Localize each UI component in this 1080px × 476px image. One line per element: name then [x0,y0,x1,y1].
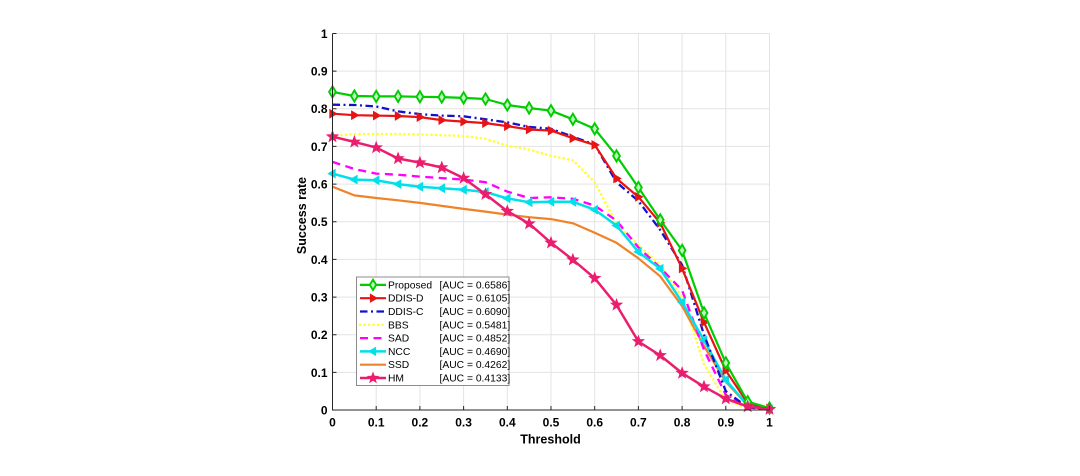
svg-text:Proposed: Proposed [388,280,432,291]
svg-text:0.9: 0.9 [717,416,734,430]
svg-text:SSD: SSD [388,360,409,371]
svg-text:0.2: 0.2 [311,328,328,342]
svg-text:[AUC = 0.4690]: [AUC = 0.4690] [440,347,511,358]
svg-text:0.1: 0.1 [368,416,385,430]
svg-text:0.7: 0.7 [311,140,328,154]
svg-text:SAD: SAD [388,334,409,345]
svg-text:1: 1 [766,416,773,430]
svg-text:0.5: 0.5 [543,416,560,430]
svg-text:Success rate: Success rate [295,177,309,254]
svg-text:[AUC = 0.6105]: [AUC = 0.6105] [440,294,511,305]
svg-text:0: 0 [321,403,328,417]
svg-text:HM: HM [388,374,404,385]
svg-text:BBS: BBS [388,320,409,331]
svg-text:0.4: 0.4 [499,416,516,430]
svg-text:0.1: 0.1 [311,366,328,380]
svg-text:0.6: 0.6 [311,178,328,192]
svg-text:0.3: 0.3 [311,290,328,304]
svg-text:Threshold: Threshold [520,433,580,447]
svg-text:DDIS-C: DDIS-C [388,307,424,318]
svg-text:0.7: 0.7 [630,416,647,430]
svg-text:[AUC = 0.5481]: [AUC = 0.5481] [440,320,511,331]
svg-text:0.8: 0.8 [311,102,328,116]
svg-text:0.2: 0.2 [412,416,429,430]
svg-text:[AUC = 0.6090]: [AUC = 0.6090] [440,307,511,318]
svg-text:[AUC = 0.4852]: [AUC = 0.4852] [440,334,511,345]
svg-text:0: 0 [329,416,336,430]
svg-text:0.9: 0.9 [311,65,328,79]
svg-text:1: 1 [321,27,328,41]
svg-text:0.3: 0.3 [455,416,472,430]
svg-text:0.6: 0.6 [586,416,603,430]
svg-text:[AUC = 0.4133]: [AUC = 0.4133] [440,374,511,385]
svg-text:[AUC = 0.6586]: [AUC = 0.6586] [440,280,511,291]
svg-text:DDIS-D: DDIS-D [388,294,423,305]
svg-text:0.5: 0.5 [311,215,328,229]
svg-text:0.4: 0.4 [311,253,328,267]
svg-text:[AUC = 0.4262]: [AUC = 0.4262] [440,360,511,371]
svg-text:0.8: 0.8 [674,416,691,430]
svg-text:NCC: NCC [388,347,411,358]
